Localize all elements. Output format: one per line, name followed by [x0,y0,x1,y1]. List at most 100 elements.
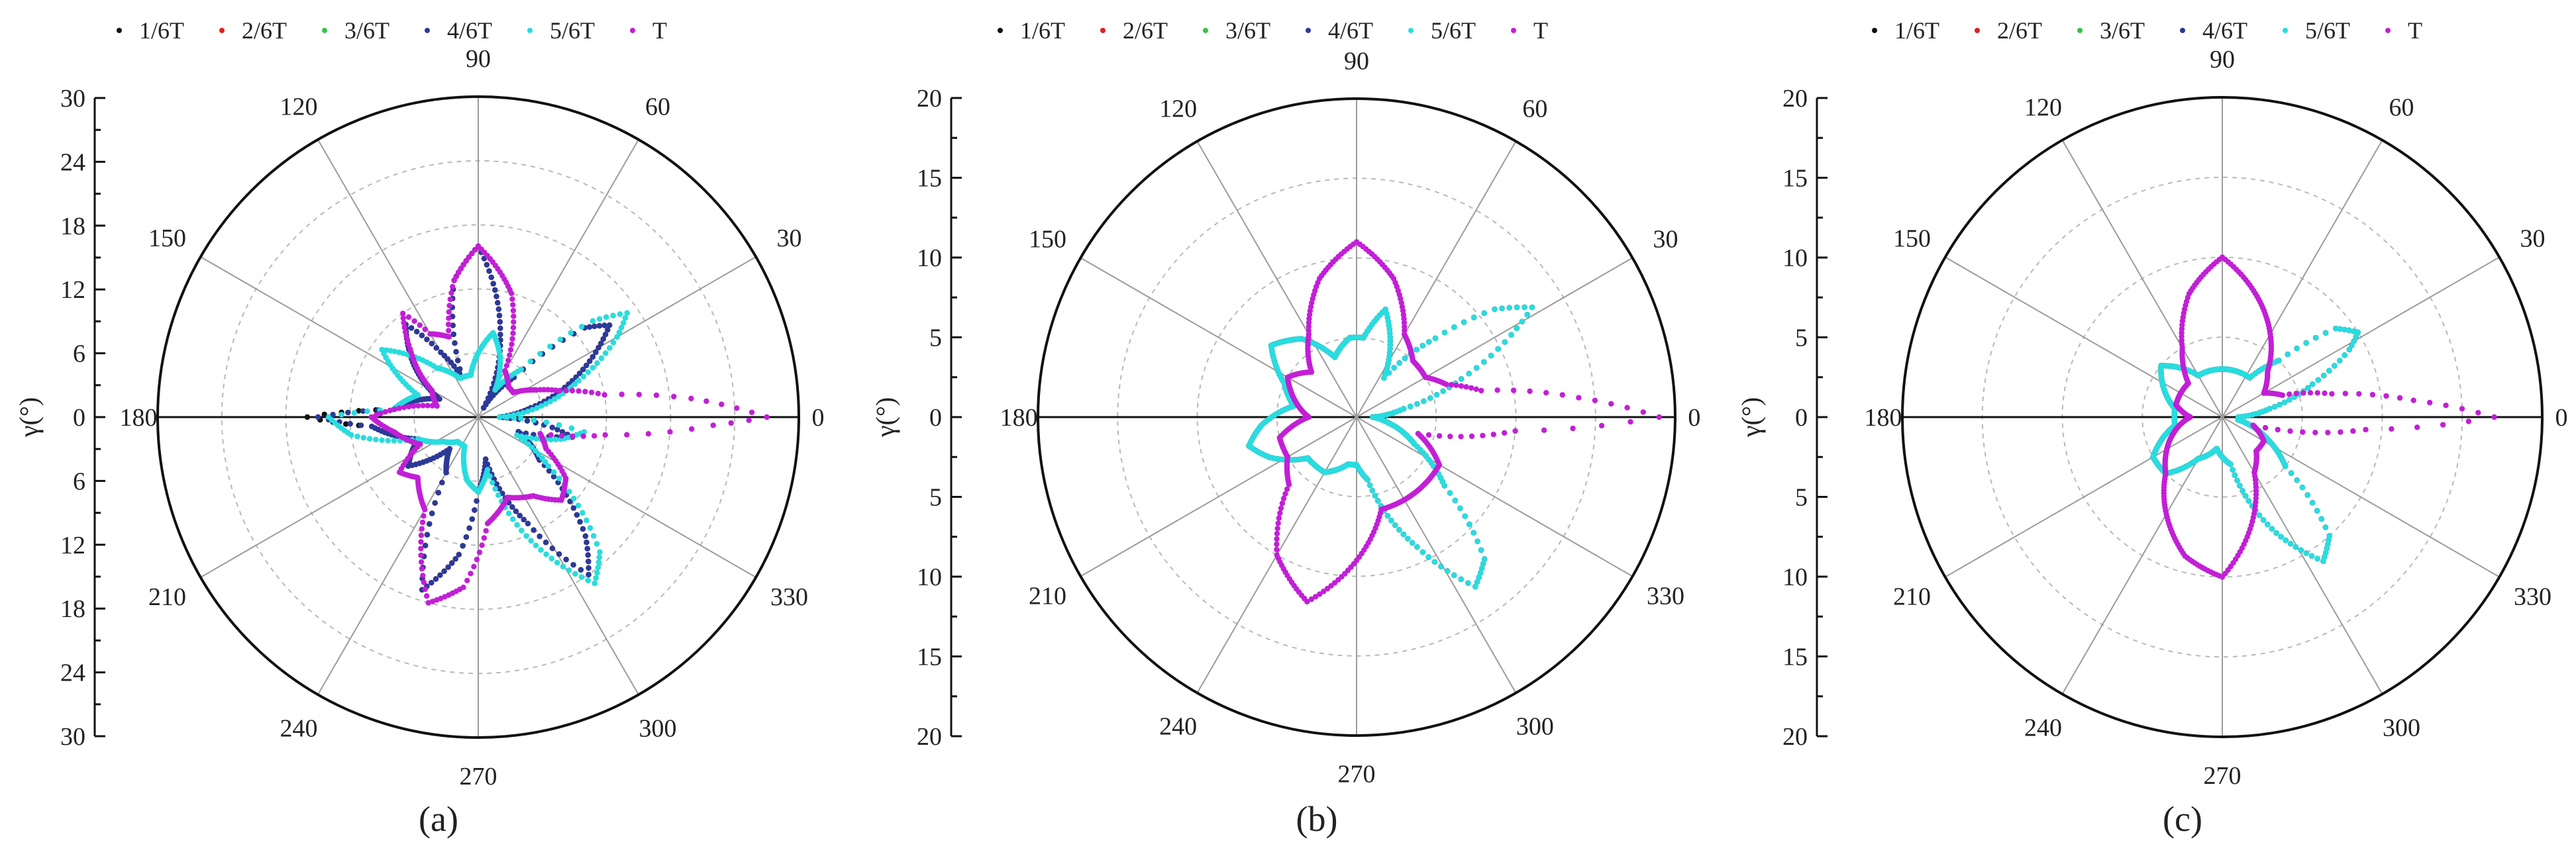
point-a-4-282 [593,575,599,581]
point-a-5-13 [582,389,588,395]
point-a-4-37 [590,318,596,324]
point-a-4-0 [497,414,503,420]
point-a-4-179 [385,438,391,444]
point-a-5-248 [476,550,483,555]
radial-label-upper-a-4: 6 [73,340,85,368]
point-a-4-324 [568,425,575,431]
point-b-5-327 [1480,432,1486,439]
point-b-4-36 [1471,314,1477,320]
point-a-3-224 [432,500,438,506]
point-a-3-244 [466,525,472,531]
point-b-4-264 [1392,522,1398,528]
point-a-5-92 [451,277,457,283]
series-b-5-6T [1246,304,1535,590]
legend-marker-a-3 [425,28,430,33]
angle-tick-a-150: 150 [148,224,186,252]
point-b-4-31 [1514,305,1520,311]
point-a-4-266 [510,516,516,522]
point-a-5-100 [446,328,452,334]
angle-tick-a-30: 30 [776,224,801,252]
point-b-4-258 [1372,493,1378,499]
point-a-5-243 [460,585,466,591]
point-a-3-163 [345,409,351,416]
point-b-5-7 [1543,390,1549,396]
point-a-5-227 [418,552,424,558]
point-b-5-16 [1453,382,1459,389]
point-a-3-242 [460,543,466,549]
point-b-5-331 [1541,427,1547,433]
point-a-5-156 [411,403,417,409]
point-b-5-218 [1274,525,1280,532]
point-b-4-45 [1402,356,1408,361]
point-b-5-322 [1425,432,1432,438]
point-b-4-15 [1440,388,1446,395]
point-b-5-1 [1640,409,1646,415]
point-a-5-161 [387,407,393,414]
point-a-5-61 [509,336,515,342]
point-a-3-283 [585,552,591,558]
point-b-4-284 [1481,556,1488,562]
point-a-4-284 [595,565,601,571]
radial-label-lower-a-1: 12 [60,532,85,559]
point-b-4-28 [1524,312,1530,318]
point-b-4-286 [1474,538,1480,544]
angle-tick-c-300: 300 [2383,714,2420,742]
point-a-5-2 [734,405,740,411]
legend-label-a-0: 1/6T [139,17,184,44]
point-b-5-326 [1468,433,1475,440]
point-a-4-29 [619,324,625,331]
point-b-5-8 [1527,388,1533,395]
radial-label-upper-a-3: 12 [60,276,85,304]
legend-label-a-1: 2/6T [242,17,287,44]
point-a-4-163 [364,408,370,414]
point-b-4-270 [1419,549,1426,555]
point-a-3-113 [424,336,430,342]
point-a-3-272 [531,527,537,533]
point-b-4-277 [1465,580,1471,586]
point-b-5-5 [1576,395,1582,401]
point-a-4-309 [519,433,525,440]
point-a-4-297 [556,475,562,481]
point-a-4-293 [575,503,582,508]
point-b-4-285 [1478,547,1484,553]
legend-marker-c-3 [2180,28,2185,33]
point-a-4-34 [610,312,616,318]
point-b-5-213 [1279,501,1286,506]
point-b-4-27 [1519,318,1525,324]
radial-label-lower-b-0: 5 [929,484,942,512]
point-a-4-279 [578,574,585,580]
point-a-3-238 [445,564,451,570]
point-a-5-318 [558,433,565,439]
point-a-5-57 [505,358,511,363]
point-a-3-277 [563,556,569,563]
legend-marker-b-3 [1306,28,1311,33]
radial-label-upper-a-0: 30 [60,85,85,113]
point-a-5-4 [703,398,709,405]
point-a-3-270 [521,516,527,522]
angle-tick-b-60: 60 [1522,95,1547,122]
point-a-4-261 [492,486,498,492]
radial-label-upper-b-4: 0 [929,404,942,432]
point-b-4-37 [1461,319,1467,325]
point-a-5-221 [421,513,427,519]
point-a-3-101 [455,358,461,363]
point-a-5-329 [746,417,752,423]
point-b-5-15 [1458,383,1465,389]
point-b-5-10 [1494,387,1500,393]
legend-label-a-2: 3/6T [344,17,389,44]
point-a-3-69 [497,332,503,338]
point-a-4-38 [579,324,585,330]
legend-marker-b-0 [998,28,1003,33]
point-a-3-323 [549,424,555,430]
point-b-4-292 [1447,490,1453,496]
panel-label-b: (b) [1296,799,1338,839]
angle-tick-b-240: 240 [1159,713,1197,741]
point-a-3-225 [429,510,435,516]
point-b-5-333 [1598,422,1605,429]
point-a-3-226 [427,521,433,527]
point-a-3-73 [495,306,502,312]
point-a-5-55 [502,367,508,374]
radial-label-upper-a-1: 24 [60,148,85,176]
